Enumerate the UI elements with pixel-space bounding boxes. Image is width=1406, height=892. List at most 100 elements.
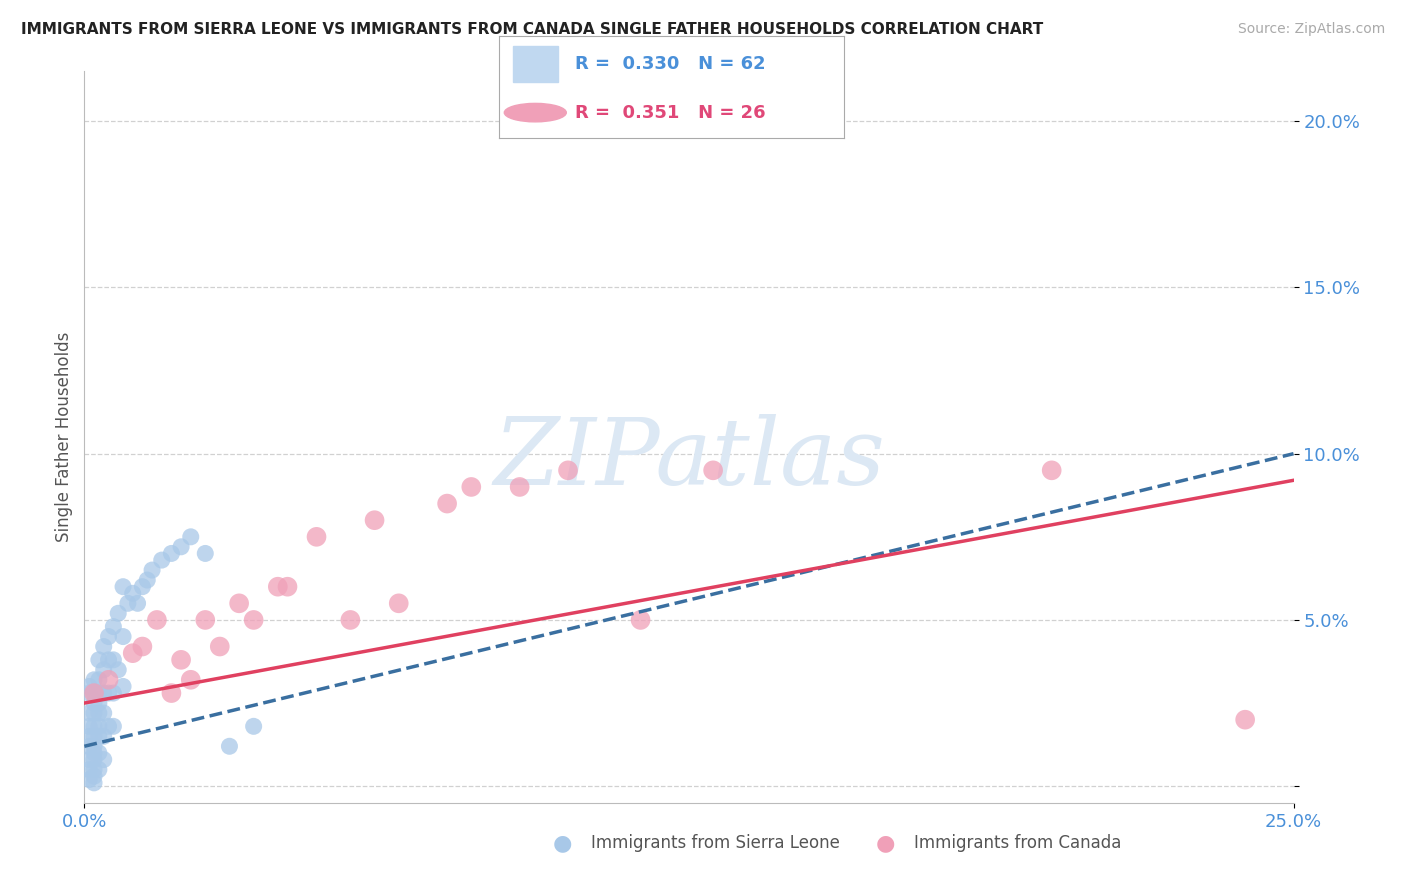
Point xyxy=(103,686,125,700)
Point xyxy=(180,530,202,544)
Point xyxy=(141,563,163,577)
Point xyxy=(83,729,105,743)
Text: Source: ZipAtlas.com: Source: ZipAtlas.com xyxy=(1237,22,1385,37)
Point xyxy=(557,463,579,477)
Point xyxy=(77,753,100,767)
Point xyxy=(77,686,100,700)
Point xyxy=(97,673,120,687)
Point xyxy=(121,586,143,600)
Point xyxy=(103,653,125,667)
Point xyxy=(83,776,105,790)
Point xyxy=(194,546,217,560)
Text: ●: ● xyxy=(876,833,896,853)
Point xyxy=(77,729,100,743)
Point xyxy=(131,640,153,654)
Point xyxy=(1234,713,1257,727)
Point xyxy=(87,686,110,700)
Point xyxy=(83,686,105,700)
Point xyxy=(97,719,120,733)
Point xyxy=(509,480,531,494)
Point xyxy=(83,673,105,687)
Point xyxy=(630,613,652,627)
Point xyxy=(93,706,115,720)
Point xyxy=(83,686,105,700)
Point xyxy=(242,719,264,733)
Point xyxy=(363,513,385,527)
Point xyxy=(112,580,135,594)
Point xyxy=(77,772,100,787)
Point xyxy=(121,646,143,660)
Point xyxy=(87,719,110,733)
Circle shape xyxy=(505,103,567,122)
Point xyxy=(388,596,411,610)
Point xyxy=(103,719,125,733)
Point xyxy=(194,613,217,627)
Text: R =  0.351   N = 26: R = 0.351 N = 26 xyxy=(575,103,765,121)
Point xyxy=(112,680,135,694)
Point xyxy=(83,739,105,754)
Point xyxy=(87,746,110,760)
Text: ZIPatlas: ZIPatlas xyxy=(494,414,884,504)
Point xyxy=(83,696,105,710)
Point xyxy=(107,663,129,677)
Text: Immigrants from Sierra Leone: Immigrants from Sierra Leone xyxy=(591,834,839,852)
FancyBboxPatch shape xyxy=(513,46,558,82)
Point xyxy=(77,680,100,694)
Point xyxy=(87,729,110,743)
Point xyxy=(208,640,231,654)
Point xyxy=(87,653,110,667)
Text: R =  0.330   N = 62: R = 0.330 N = 62 xyxy=(575,55,765,73)
Point xyxy=(83,763,105,777)
Point xyxy=(77,719,100,733)
Point xyxy=(93,640,115,654)
Point xyxy=(83,719,105,733)
Point xyxy=(242,613,264,627)
Point xyxy=(305,530,328,544)
Text: IMMIGRANTS FROM SIERRA LEONE VS IMMIGRANTS FROM CANADA SINGLE FATHER HOUSEHOLDS : IMMIGRANTS FROM SIERRA LEONE VS IMMIGRAN… xyxy=(21,22,1043,37)
Point xyxy=(150,553,173,567)
Point xyxy=(93,686,115,700)
Point xyxy=(87,696,110,710)
Text: ●: ● xyxy=(553,833,572,853)
Point xyxy=(146,613,169,627)
Point xyxy=(702,463,724,477)
Point xyxy=(117,596,139,610)
Point xyxy=(131,580,153,594)
Point xyxy=(180,673,202,687)
Point xyxy=(170,653,193,667)
Point xyxy=(93,753,115,767)
Point xyxy=(83,746,105,760)
Y-axis label: Single Father Households: Single Father Households xyxy=(55,332,73,542)
Point xyxy=(136,573,159,587)
Point xyxy=(97,686,120,700)
Point xyxy=(460,480,482,494)
Point xyxy=(339,613,361,627)
Point xyxy=(87,763,110,777)
Point xyxy=(87,673,110,687)
Point xyxy=(97,630,120,644)
Point xyxy=(77,739,100,754)
Point xyxy=(436,497,458,511)
Point xyxy=(107,607,129,621)
Text: Immigrants from Canada: Immigrants from Canada xyxy=(914,834,1121,852)
Point xyxy=(218,739,240,754)
Point xyxy=(97,653,120,667)
Point xyxy=(127,596,149,610)
Point xyxy=(160,686,183,700)
Point xyxy=(160,546,183,560)
Point xyxy=(276,580,298,594)
Point xyxy=(87,706,110,720)
Point xyxy=(267,580,290,594)
Point xyxy=(77,706,100,720)
Point xyxy=(93,729,115,743)
Point xyxy=(1040,463,1063,477)
Point xyxy=(83,769,105,783)
Point xyxy=(103,619,125,633)
Point xyxy=(83,706,105,720)
Point xyxy=(112,630,135,644)
Point xyxy=(170,540,193,554)
Point xyxy=(228,596,250,610)
Point xyxy=(83,753,105,767)
Point xyxy=(93,663,115,677)
Point xyxy=(77,763,100,777)
